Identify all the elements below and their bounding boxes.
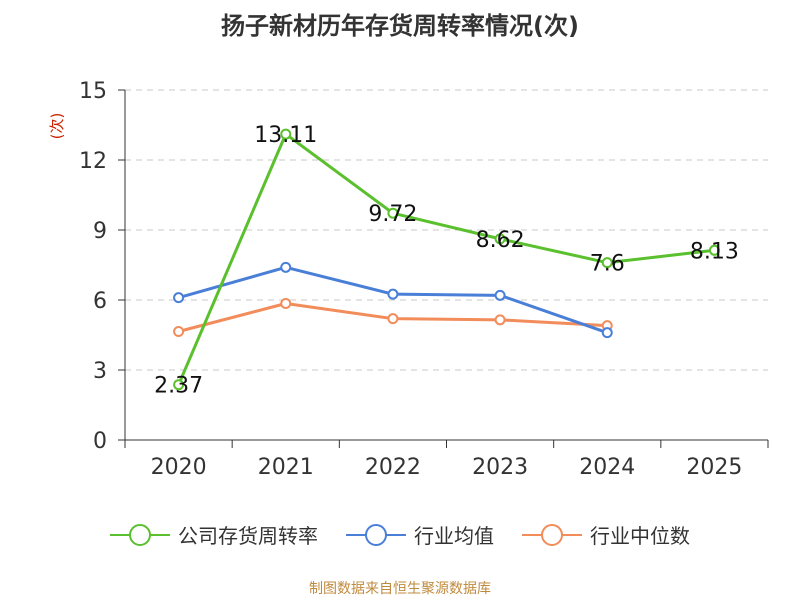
series-point-1-2022 [388,290,397,299]
source-footer: 制图数据来自恒生聚源数据库 [0,578,800,598]
y-tick-label-9: 9 [93,219,107,244]
x-tick-label-2025: 2025 [686,455,742,480]
y-tick-label-12: 12 [79,149,107,174]
series-point-2-2021 [281,299,290,308]
data-label-2021: 13.11 [254,123,317,148]
y-tick-label-3: 3 [93,359,107,384]
series-2 [174,299,612,336]
series-0: 2.37 13.11 9.72 8.62 7.6 8.13 [154,123,739,399]
legend-item-company[interactable]: 公司存货周转率 [110,520,318,549]
legend-label-industry-mean: 行业均值 [414,520,494,549]
series-point-1-2021 [281,263,290,272]
data-label-2025: 8.13 [690,239,739,264]
series-point-1-2020 [174,293,183,302]
legend-symbol-industry-median [522,523,582,547]
x-tick-label-2024: 2024 [579,455,635,480]
series-point-2-2022 [388,314,397,323]
x-tick-label-2023: 2023 [472,455,528,480]
x-tick-label-2020: 2020 [151,455,207,480]
legend-symbol-company [110,523,170,547]
data-label-2020: 2.37 [154,374,203,399]
legend-symbol-industry-mean [346,523,406,547]
y-tick-label-15: 15 [79,79,107,104]
series-point-2-2023 [496,315,505,324]
legend-label-industry-median: 行业中位数 [590,520,690,549]
legend: 公司存货周转率 行业均值 行业中位数 [0,520,800,549]
series-point-2-2020 [174,327,183,336]
series-line-0 [179,134,715,385]
y-tick-label-6: 6 [93,289,107,314]
legend-item-industry-median[interactable]: 行业中位数 [522,520,690,549]
x-tick-label-2022: 2022 [365,455,421,480]
x-tick-label-2021: 2021 [258,455,314,480]
legend-label-company: 公司存货周转率 [178,520,318,549]
series-point-1-2023 [496,291,505,300]
legend-item-industry-mean[interactable]: 行业均值 [346,520,494,549]
series-point-1-2024 [603,328,612,337]
y-tick-label-0: 0 [93,429,107,454]
data-label-2022: 9.72 [368,202,417,227]
data-label-2024: 7.6 [590,252,625,277]
data-label-2023: 8.62 [476,228,525,253]
y-axis-label: (次) [48,113,66,140]
